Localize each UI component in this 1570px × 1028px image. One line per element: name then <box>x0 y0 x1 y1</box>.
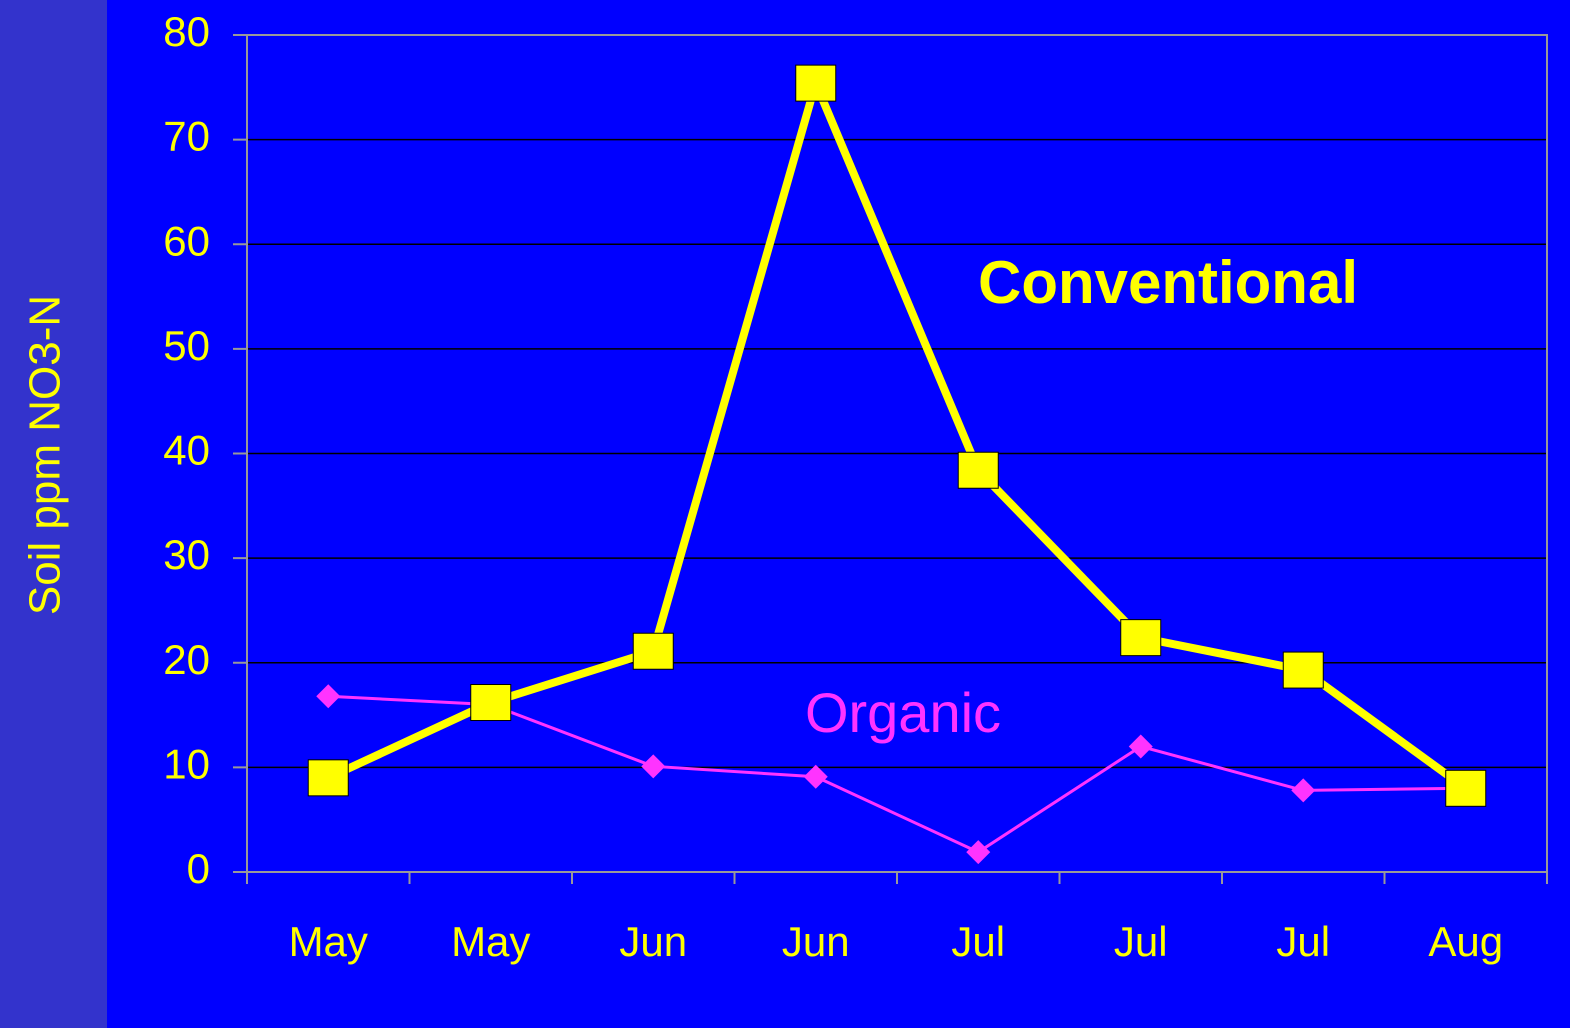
y-tick-label: 20 <box>163 636 210 683</box>
marker <box>803 764 828 789</box>
x-tick-label: Jul <box>1114 918 1168 965</box>
series-label: Conventional <box>978 249 1358 316</box>
marker <box>316 684 341 709</box>
x-tick-label: Jun <box>619 918 687 965</box>
y-tick-label: 30 <box>163 531 210 578</box>
y-tick-label: 40 <box>163 427 210 474</box>
x-tick-label: Aug <box>1428 918 1503 965</box>
series-line <box>328 694 1466 854</box>
y-tick-label: 80 <box>163 8 210 55</box>
x-tick-label: Jul <box>1276 918 1330 965</box>
y-tick-label: 0 <box>187 845 210 892</box>
x-tick-label: Jun <box>782 918 850 965</box>
marker <box>1120 619 1162 657</box>
marker <box>1128 734 1153 759</box>
x-tick-label: May <box>451 918 530 965</box>
y-tick-label: 10 <box>163 740 210 787</box>
series-line <box>326 71 1469 792</box>
marker <box>632 632 674 670</box>
marker <box>966 840 991 865</box>
y-tick-label: 70 <box>163 113 210 160</box>
marker <box>1291 778 1316 803</box>
marker <box>795 64 837 102</box>
series-label: Organic <box>805 681 1001 744</box>
side-panel <box>0 0 107 1028</box>
marker <box>307 759 349 797</box>
y-tick-label: 50 <box>163 322 210 369</box>
marker <box>470 684 512 722</box>
marker <box>1282 651 1324 689</box>
marker <box>957 451 999 489</box>
marker <box>1445 769 1487 807</box>
x-tick-label: May <box>289 918 368 965</box>
x-tick-label: Jul <box>951 918 1005 965</box>
y-tick-label: 60 <box>163 217 210 264</box>
y-axis-label: Soil ppm NO3-N <box>21 295 70 615</box>
marker <box>641 754 666 779</box>
